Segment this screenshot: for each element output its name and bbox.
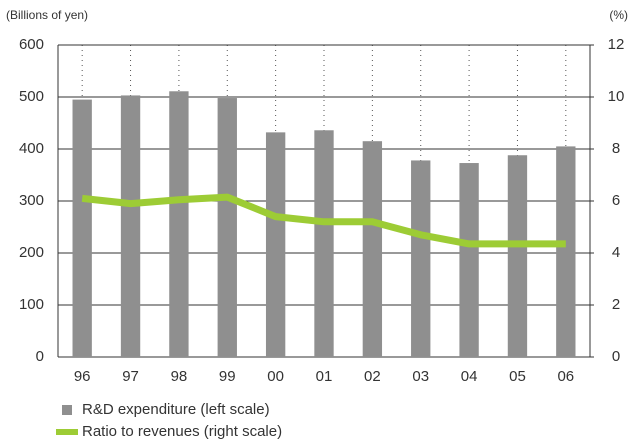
- x-tick-label: 98: [171, 368, 188, 385]
- y-tick-label: 100: [19, 296, 44, 313]
- bar: [217, 98, 237, 357]
- bar: [169, 91, 189, 357]
- legend-swatch: [56, 429, 78, 435]
- x-tick-label: 02: [364, 368, 381, 385]
- y2-tick-label: 12: [608, 36, 625, 53]
- legend-label: R&D expenditure (left scale): [82, 401, 270, 418]
- x-tick-label: 06: [557, 368, 574, 385]
- bar: [362, 141, 383, 357]
- y2-tick-label: 2: [612, 296, 620, 313]
- legend-swatch: [62, 405, 72, 415]
- line: [81, 193, 566, 248]
- y-tick-label: 200: [19, 244, 44, 261]
- x-tick-label: 00: [267, 368, 284, 385]
- x-tick-label: 97: [122, 368, 139, 385]
- bar: [120, 95, 141, 357]
- bar: [556, 146, 576, 357]
- bar: [507, 155, 528, 357]
- y2-tick-label: 4: [612, 244, 620, 261]
- bar: [411, 160, 431, 357]
- y-tick-label: 300: [19, 192, 44, 209]
- y2-tick-label: 6: [612, 192, 620, 209]
- y-axis-label: (Billions of yen): [6, 8, 88, 22]
- y2-tick-label: 10: [608, 88, 625, 105]
- x-tick-label: 05: [509, 368, 526, 385]
- bar: [459, 163, 479, 357]
- y-tick-label: 0: [36, 348, 44, 365]
- x-tick-label: 01: [316, 368, 333, 385]
- y2-axis-label: (%): [609, 8, 628, 22]
- x-tick-label: 04: [461, 368, 478, 385]
- legend-label: Ratio to revenues (right scale): [82, 423, 282, 440]
- x-tick-label: 99: [219, 368, 236, 385]
- y2-tick-label: 0: [612, 348, 620, 365]
- x-tick-label: 96: [74, 368, 91, 385]
- y2-tick-label: 8: [612, 140, 620, 157]
- y-tick-label: 400: [19, 140, 44, 157]
- y-tick-label: 600: [19, 36, 44, 53]
- x-tick-label: 03: [412, 368, 429, 385]
- y-tick-label: 500: [19, 88, 44, 105]
- bar: [314, 130, 334, 357]
- bar: [72, 99, 92, 357]
- bar: [265, 132, 286, 357]
